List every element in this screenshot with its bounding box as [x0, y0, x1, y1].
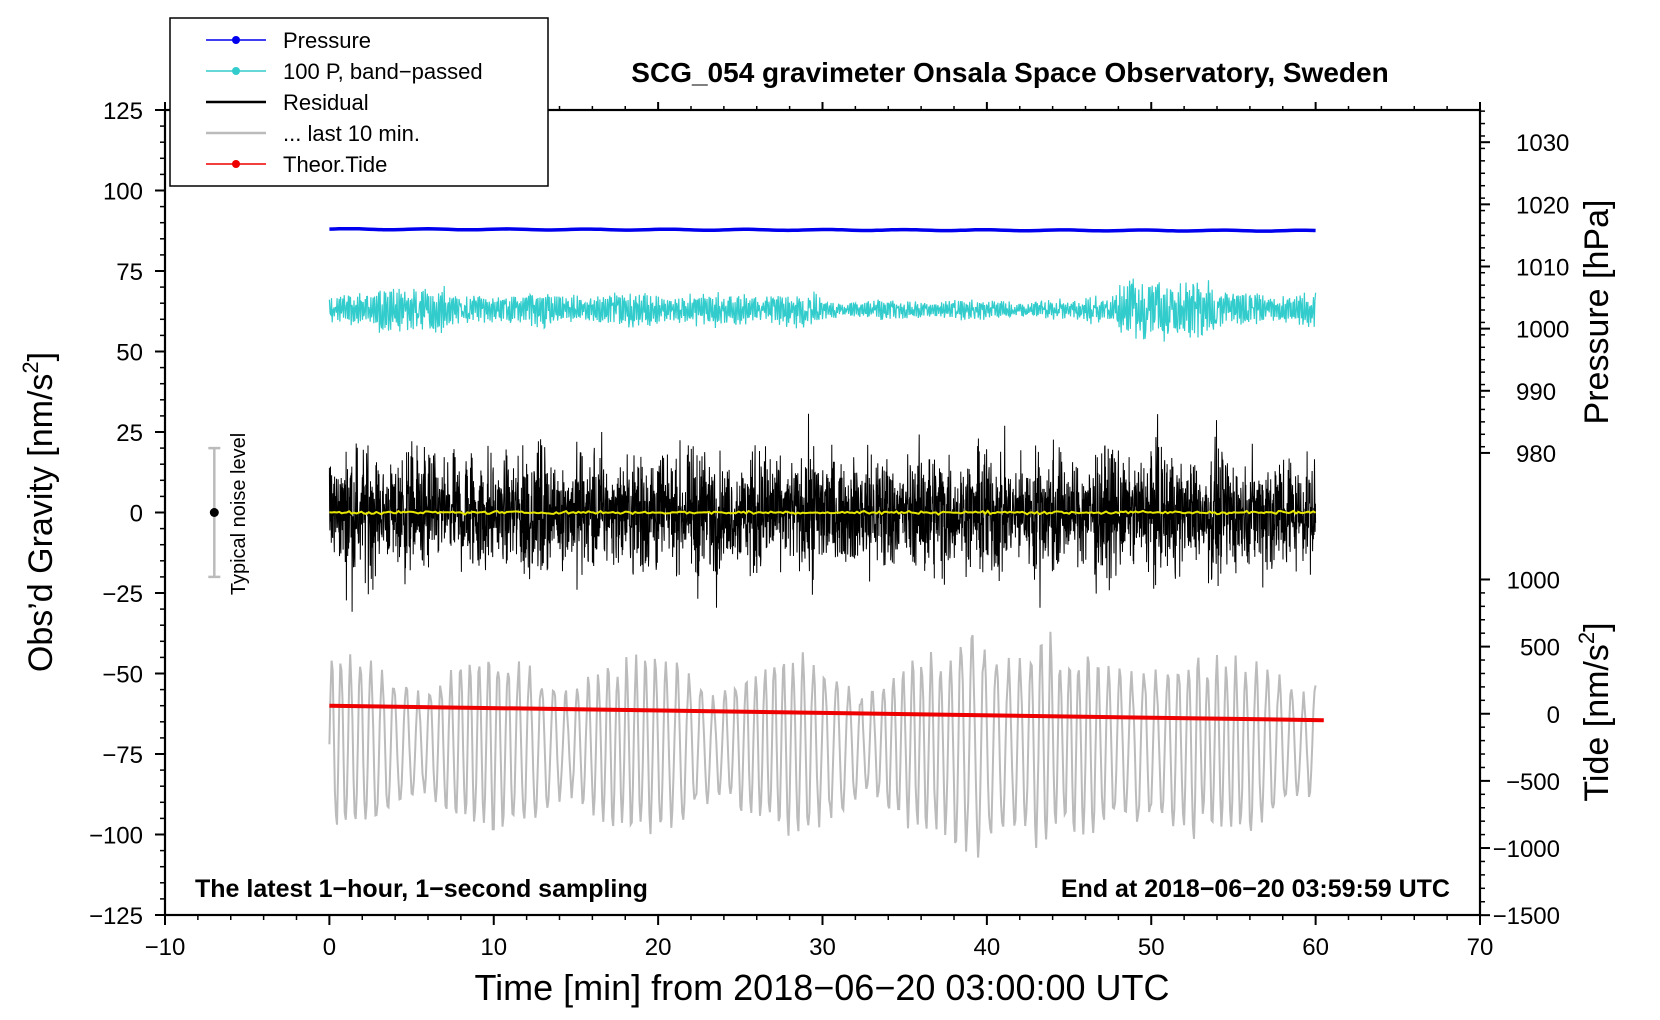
legend-label: Pressure [283, 28, 371, 53]
x-tick-label: 20 [645, 934, 672, 961]
y-axis-label-tide-main: Tide [nm/s [1578, 644, 1616, 801]
y-tick-label: 25 [116, 420, 143, 447]
noise-bar-center-dot [209, 508, 219, 517]
y-tick-label: −75 [102, 742, 143, 769]
tide-tick-label: 0 [1547, 702, 1560, 729]
pressure-tick-label: 1010 [1516, 254, 1569, 281]
x-tick-label: 30 [809, 934, 836, 961]
y-tick-label: −50 [102, 662, 143, 689]
tide-tick-label: 1000 [1507, 567, 1560, 594]
y-axis-label-tide: Tide [nm/s2] [1574, 622, 1616, 801]
y-tick-label: 100 [103, 179, 143, 206]
annotation-left: The latest 1−hour, 1−second sampling [195, 875, 648, 903]
y-axis-label-gravity-sup: 2 [18, 361, 43, 373]
pressure-tick-label: 1020 [1516, 192, 1569, 219]
annotation-right: End at 2018−06−20 03:59:59 UTC [1061, 875, 1450, 903]
y-axis-label-tide-tail: ] [1578, 622, 1616, 631]
series-theor-tide [329, 703, 1324, 723]
y-axis-label-pressure: Pressure [hPa] [1578, 200, 1616, 425]
y-tick-label: −25 [102, 581, 143, 608]
legend-label: Theor.Tide [283, 152, 387, 177]
series-layer [328, 226, 1324, 858]
x-tick-label: 0 [323, 934, 336, 961]
noise-label: Typical noise level [228, 433, 250, 595]
chart-title: SCG_054 gravimeter Onsala Space Observat… [631, 57, 1388, 88]
x-tick-label: 40 [974, 934, 1001, 961]
y-axis-label-gravity: Obs’d Gravity [nm/s2] [18, 352, 60, 672]
tide-tick-label: 500 [1520, 635, 1560, 662]
series-pressure [329, 226, 1316, 233]
y-axis-label-gravity-tail: ] [22, 352, 60, 361]
y-tick-label: 0 [130, 501, 143, 528]
x-tick-label: 50 [1138, 934, 1165, 961]
pressure-tick-label: 980 [1516, 441, 1556, 468]
y-tick-label: −125 [89, 903, 143, 930]
pressure-tick-label: 1030 [1516, 130, 1569, 157]
legend-marker [232, 67, 240, 75]
x-tick-label: 60 [1302, 934, 1329, 961]
series-last-10-min [328, 631, 1317, 858]
legend-label: Residual [283, 90, 369, 115]
ticks-layer: −10 0 10 20 30 40 50 60 701251007550250−25−50−75… [89, 98, 1569, 961]
tide-tick-label: −1500 [1493, 903, 1560, 930]
y-tick-label: 75 [116, 259, 143, 286]
tide-tick-label: −1000 [1493, 836, 1560, 863]
tide-tick-label: −500 [1506, 769, 1560, 796]
y-axis-label-tide-sup: 2 [1574, 632, 1599, 644]
y-tick-label: 125 [103, 98, 143, 125]
noise-bar [208, 446, 221, 579]
legend: Pressure 100 P, band−passed Residual ... la… [169, 17, 549, 187]
series-residual [328, 413, 1317, 612]
legend-marker [232, 36, 240, 44]
y-axis-label-gravity-main: Obs’d Gravity [nm/s [22, 374, 60, 673]
pressure-tick-label: 1000 [1516, 317, 1569, 344]
legend-label: 100 P, band−passed [283, 59, 483, 84]
y-tick-label: −100 [89, 823, 143, 850]
x-axis-label: Time [min] from 2018−06−20 03:00:00 UTC [474, 967, 1169, 1008]
x-tick-label: 10 [480, 934, 507, 961]
x-tick-label: 70 [1467, 934, 1494, 961]
pressure-tick-label: 990 [1516, 379, 1556, 406]
x-tick-label: −10 [145, 934, 186, 961]
series-band-passed [328, 278, 1317, 342]
series-residual-smoothed [329, 509, 1317, 516]
legend-marker [232, 160, 240, 168]
legend-label: ... last 10 min. [283, 121, 420, 146]
y-tick-label: 50 [116, 340, 143, 367]
